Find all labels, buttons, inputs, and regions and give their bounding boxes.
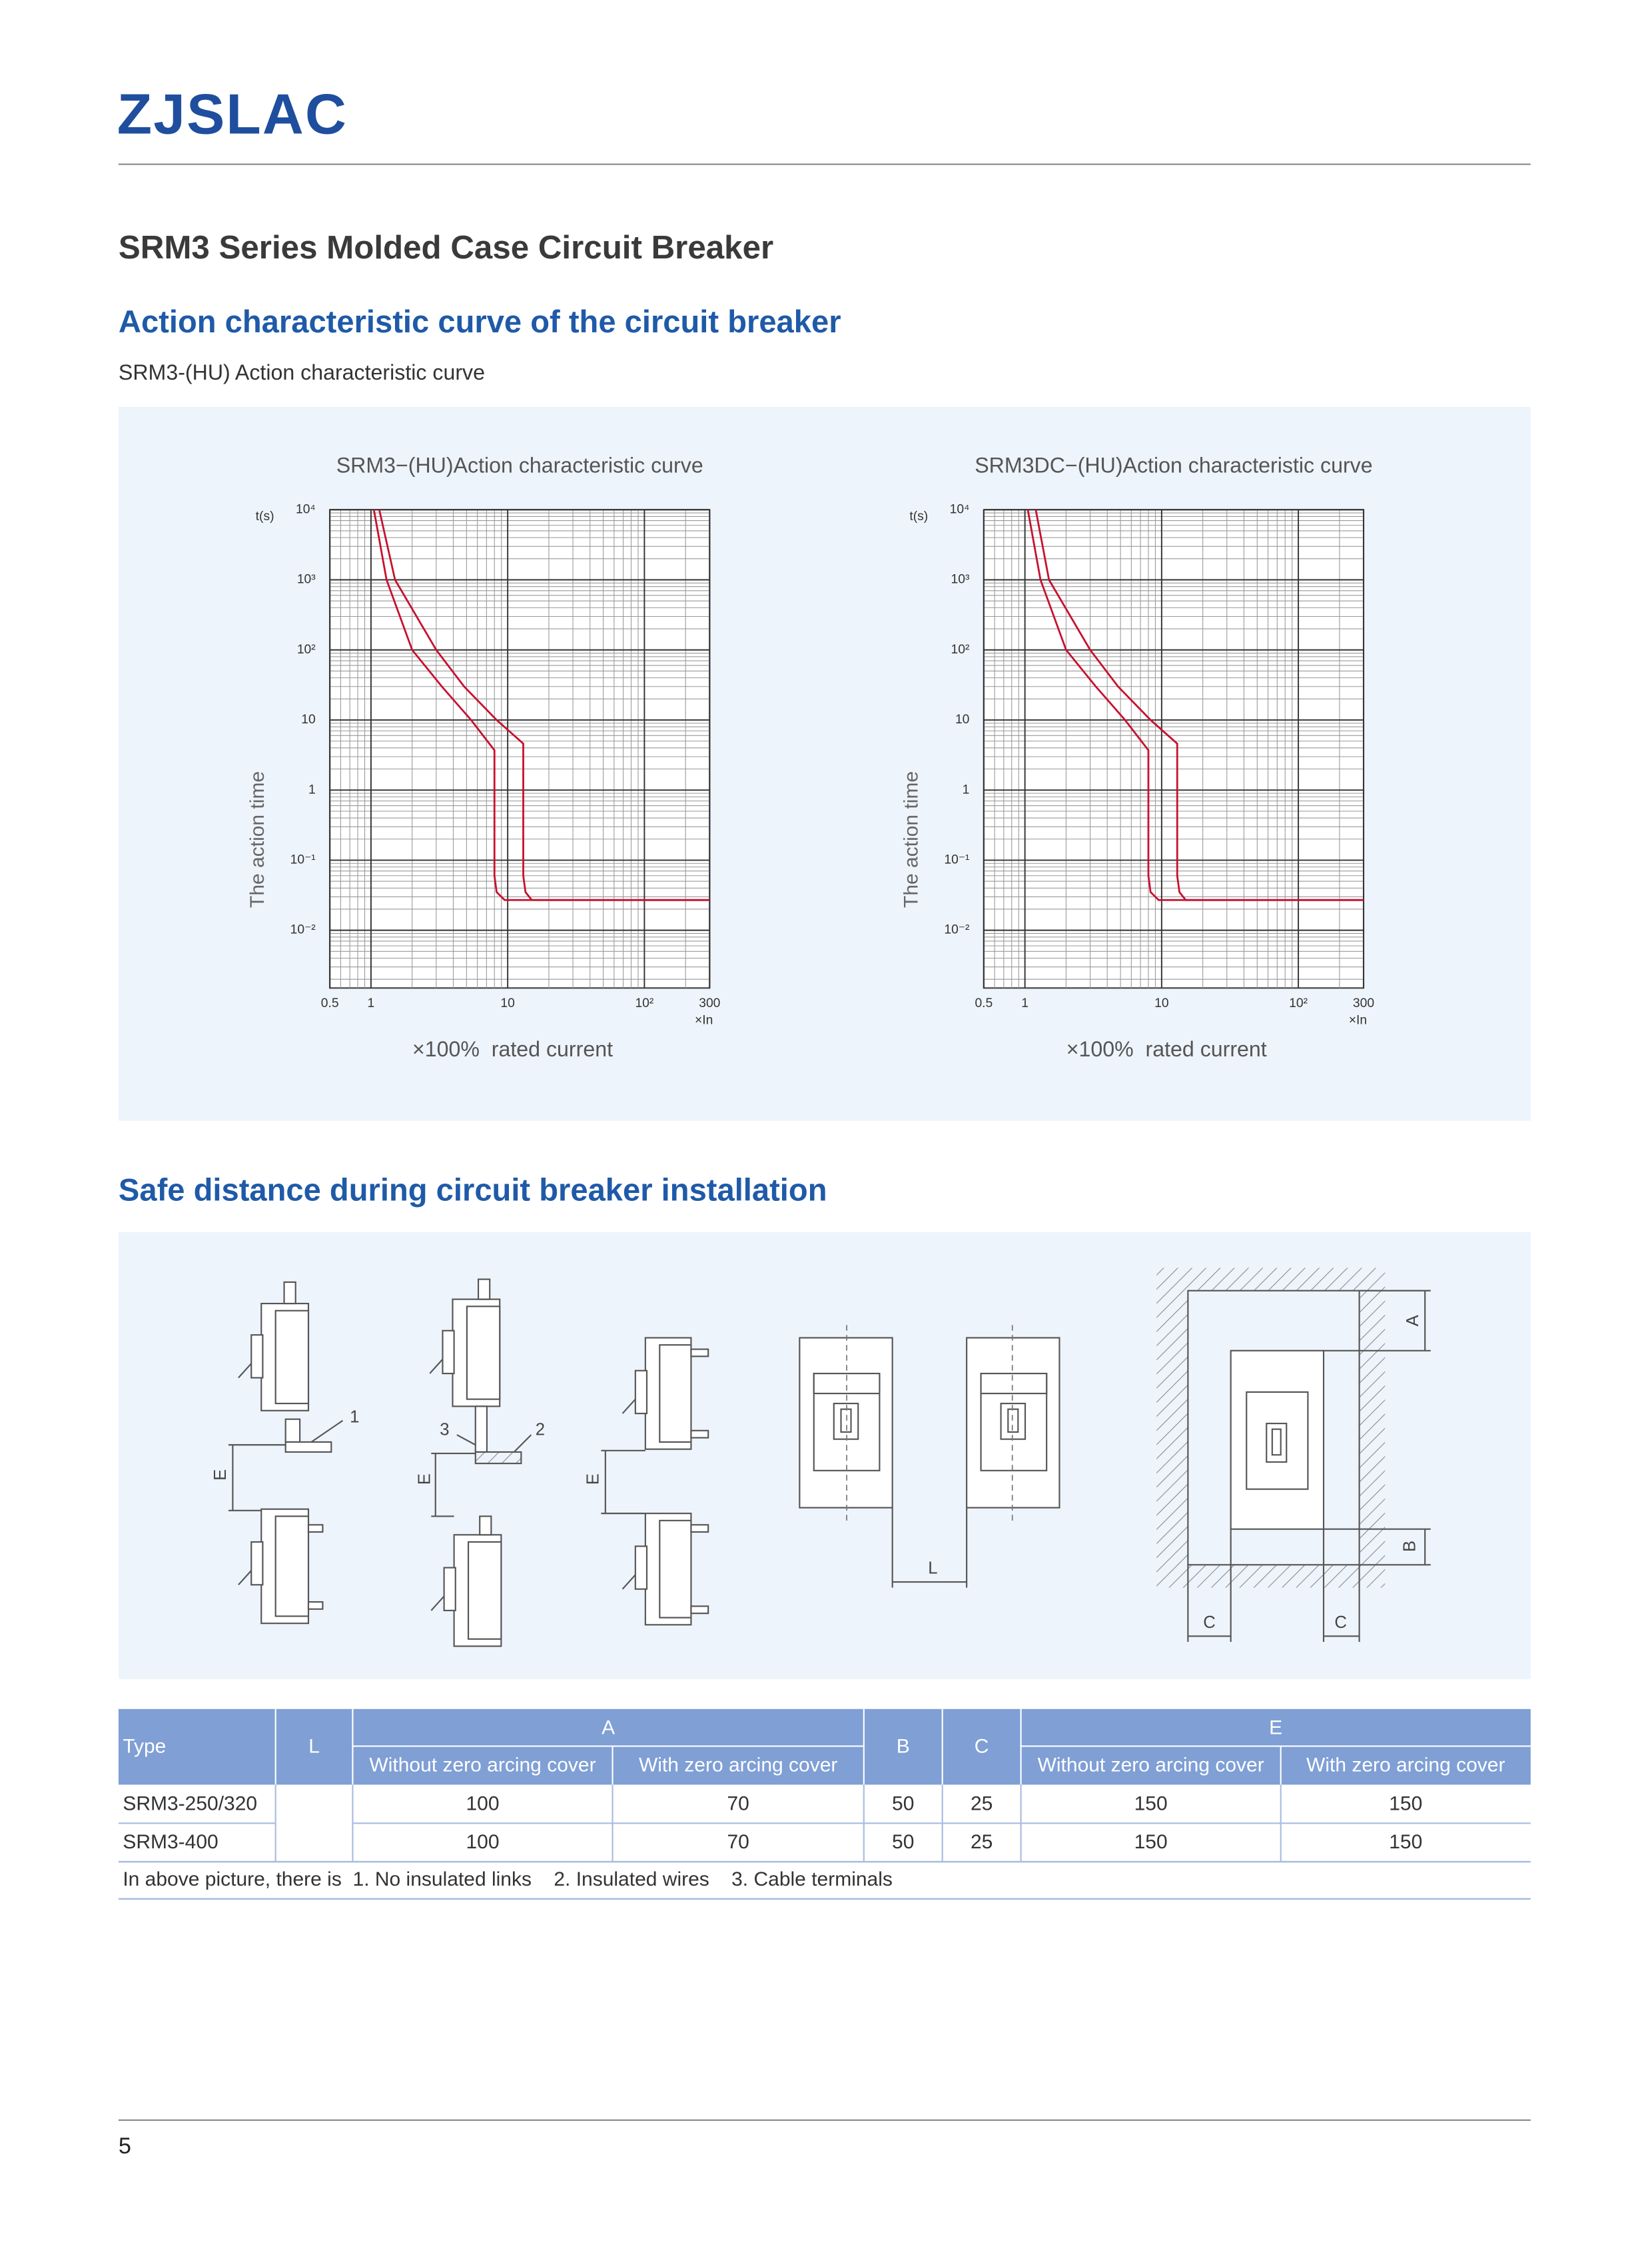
y-tick-label: 10: [955, 713, 969, 727]
figure-label: E: [584, 1473, 602, 1485]
table-cell: 100: [466, 1792, 499, 1814]
chart-title: SRM3DC−(HU)Action characteristic curve: [975, 453, 1372, 477]
curve: [372, 510, 710, 901]
table-header-cell: With zero arcing cover: [639, 1754, 837, 1776]
y-axis-label: The action time: [901, 771, 923, 908]
figure-label: 1: [350, 1407, 359, 1426]
x-tick-label: 10²: [635, 996, 653, 1010]
figure-label: B: [1401, 1541, 1420, 1552]
page-title: SRM3 Series Molded Case Circuit Breaker: [119, 229, 773, 266]
figure-label: L: [928, 1559, 937, 1578]
logo: ZJSLAC: [117, 83, 348, 147]
x-tick-label: 0.5: [975, 996, 993, 1010]
section-subheading: SRM3-(HU) Action characteristic curve: [119, 360, 485, 384]
plot-area: [329, 509, 711, 989]
table-cell: 100: [466, 1831, 499, 1853]
figure-label: E: [211, 1469, 230, 1481]
y-tick-label: 10²: [297, 643, 316, 657]
y-tick-label: 10⁻¹: [290, 853, 316, 867]
curve: [1027, 510, 1364, 901]
table-note: In above picture, there is 1. No insulat…: [123, 1868, 893, 1890]
table-cell: SRM3-400: [123, 1831, 218, 1853]
x-axis-label: ×100% rated current: [412, 1037, 613, 1061]
y-tick-label: 10²: [951, 643, 970, 657]
y-tick-label: 1: [963, 783, 970, 797]
table-cell: 50: [892, 1831, 914, 1853]
y-tick-label: 10⁻²: [290, 923, 316, 937]
x-unit: ×In: [695, 1014, 713, 1028]
table-cell: 150: [1389, 1792, 1422, 1814]
table-cell: 70: [727, 1831, 749, 1853]
figure-label: C: [1203, 1613, 1216, 1632]
table-header-cell: Without zero arcing cover: [369, 1754, 596, 1776]
y-tick-label: 10³: [297, 573, 316, 587]
page-number: 5: [119, 2133, 131, 2159]
chart-title: SRM3−(HU)Action characteristic curve: [336, 453, 703, 477]
y-tick-label: 10⁻¹: [944, 853, 969, 867]
installation-figure: [228, 1268, 1431, 1647]
table-cell: 25: [971, 1792, 993, 1814]
x-tick-label: 300: [699, 996, 720, 1010]
table-header-cell: L: [308, 1736, 320, 1758]
y-unit: t(s): [909, 510, 928, 524]
table-cell: 50: [892, 1792, 914, 1814]
figure-label: C: [1334, 1613, 1347, 1632]
x-tick-label: 1: [1021, 996, 1029, 1010]
table-cell: SRM3-250/320: [123, 1792, 257, 1814]
x-tick-label: 10: [1154, 996, 1168, 1010]
figure-label: 2: [536, 1421, 545, 1439]
table-cell: 150: [1389, 1831, 1422, 1853]
curve: [378, 509, 710, 901]
table-cell: 150: [1134, 1792, 1168, 1814]
y-tick-label: 10⁴: [950, 502, 970, 516]
table-header-cell: A: [602, 1717, 615, 1739]
x-tick-label: 0.5: [321, 996, 339, 1010]
y-tick-label: 1: [308, 783, 316, 797]
y-tick-label: 10⁴: [296, 502, 316, 516]
x-tick-label: 10: [500, 996, 514, 1010]
x-unit: ×In: [1349, 1014, 1367, 1028]
table-cell: 70: [727, 1792, 749, 1814]
section-heading: Safe distance during circuit breaker ins…: [119, 1172, 827, 1207]
table-header-cell: With zero arcing cover: [1306, 1754, 1505, 1776]
y-tick-label: 10³: [951, 573, 970, 587]
table-header-cell: E: [1269, 1717, 1282, 1739]
table-cell: 150: [1134, 1831, 1168, 1853]
y-axis-label: The action time: [246, 771, 268, 908]
table-cell: 25: [971, 1831, 993, 1853]
table-header-cell: B: [897, 1736, 910, 1758]
x-axis-label: ×100% rated current: [1066, 1037, 1267, 1061]
x-tick-label: 10²: [1289, 996, 1308, 1010]
y-tick-label: 10: [301, 713, 315, 727]
plot-area: [983, 509, 1365, 989]
y-unit: t(s): [256, 510, 274, 524]
figure-label: E: [416, 1473, 434, 1485]
y-tick-label: 10⁻²: [944, 923, 970, 937]
table-header-cell: C: [975, 1736, 989, 1758]
table-header-cell: Without zero arcing cover: [1038, 1754, 1264, 1776]
figure-label: A: [1404, 1314, 1422, 1326]
x-tick-label: 300: [1353, 996, 1374, 1010]
curve: [1034, 510, 1364, 901]
table-header-cell: Type: [123, 1736, 166, 1758]
figure-label: 3: [440, 1421, 449, 1439]
section-heading: Action characteristic curve of the circu…: [119, 304, 841, 339]
x-tick-label: 1: [368, 996, 375, 1010]
